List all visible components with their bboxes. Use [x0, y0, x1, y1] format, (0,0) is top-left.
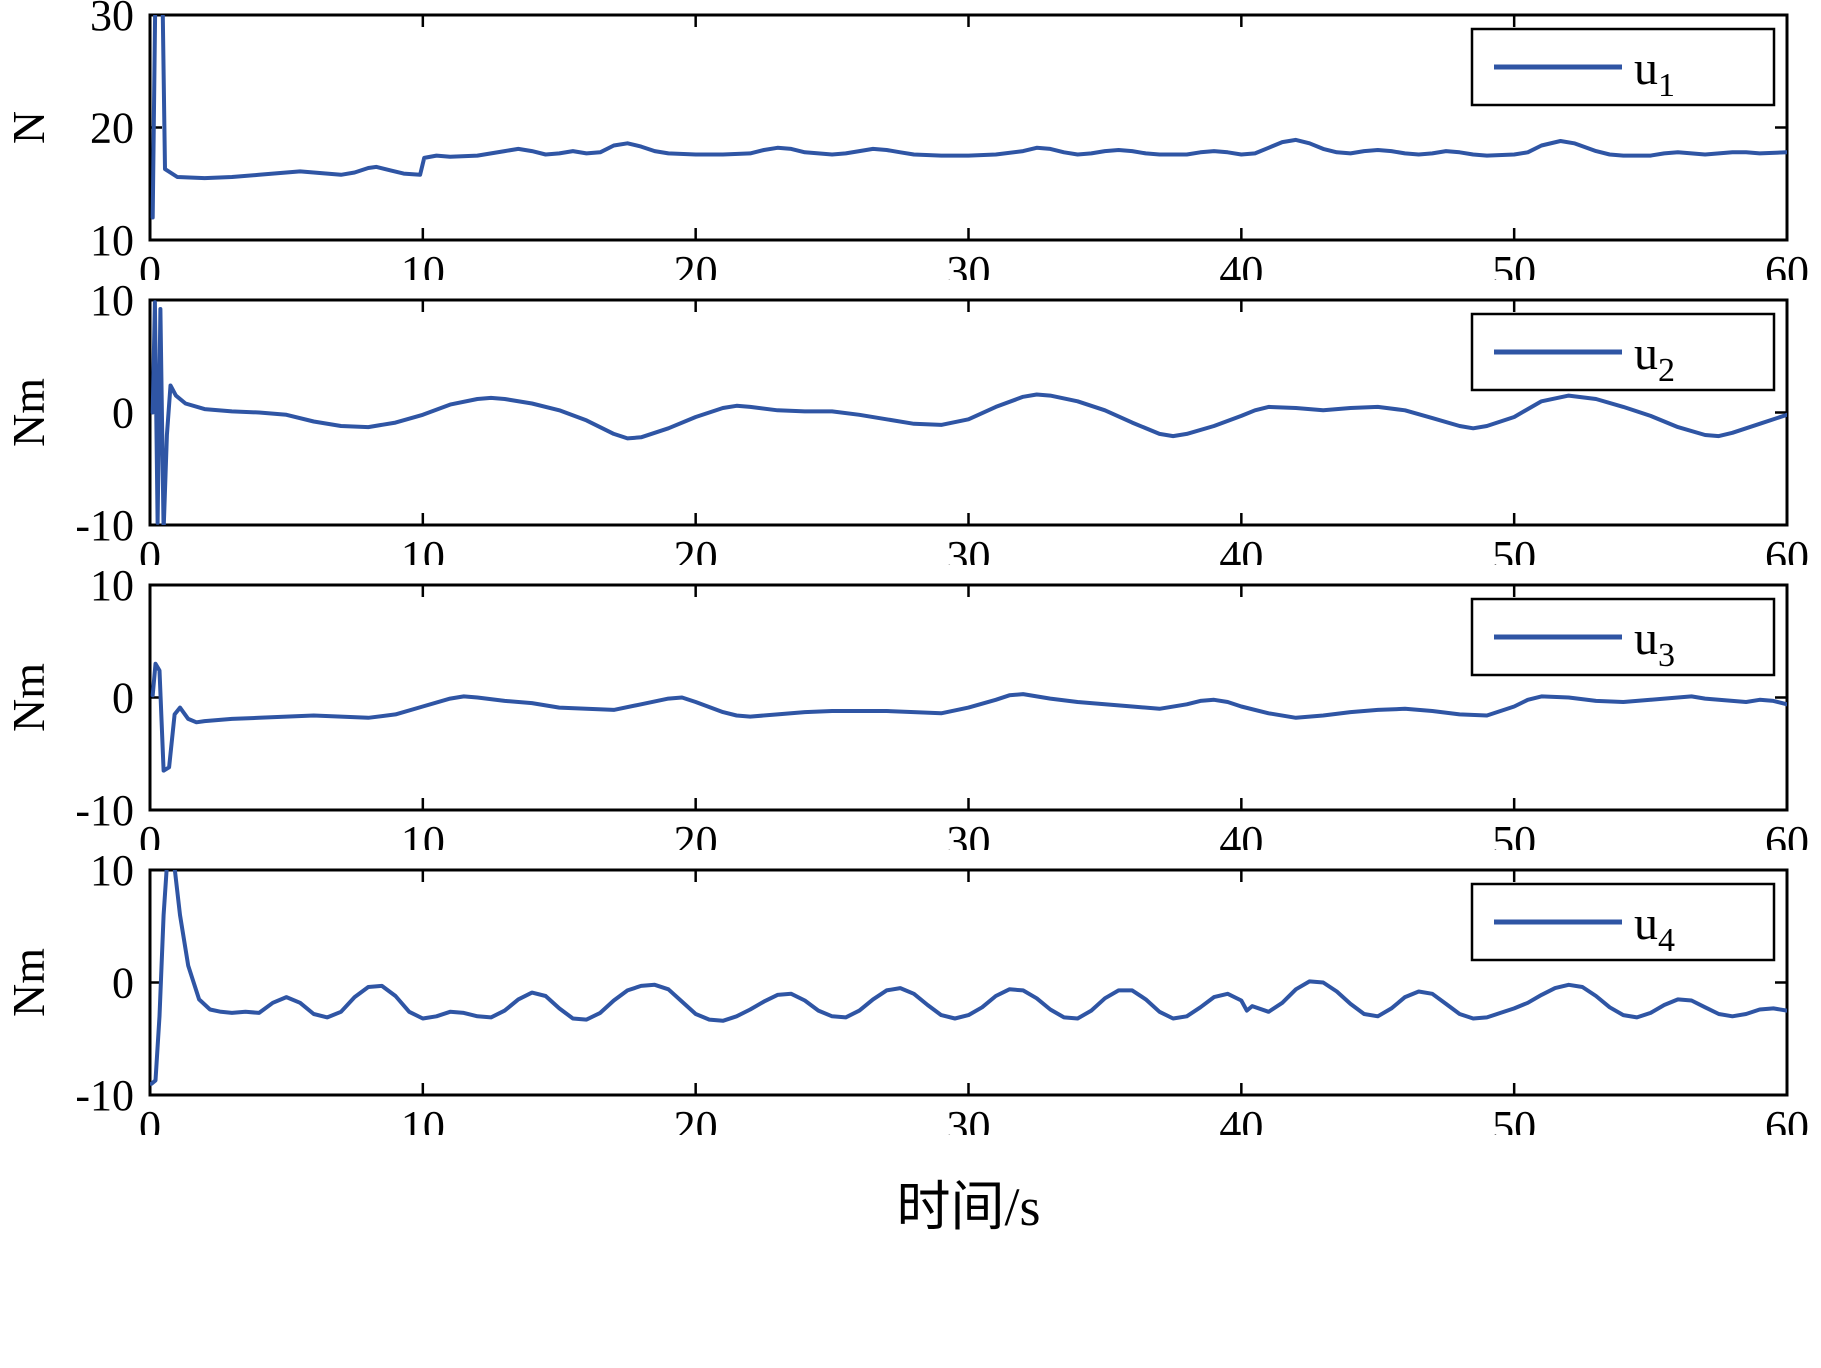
legend-label: u3: [1634, 612, 1675, 674]
y-tick-label: -10: [75, 786, 134, 835]
x-tick-label: 10: [401, 817, 445, 850]
series-line-u3: [150, 661, 1787, 773]
x-tick-label: 40: [1219, 247, 1263, 280]
y-tick-label: -10: [75, 501, 134, 550]
series-line-u1: [150, 15, 1787, 220]
y-tick-label: 10: [90, 216, 134, 265]
y-axis-label: N: [3, 111, 54, 144]
x-tick-label: 20: [674, 532, 718, 565]
x-tick-label: 30: [947, 532, 991, 565]
legend-label: u2: [1634, 327, 1675, 389]
x-tick-label: 50: [1492, 247, 1536, 280]
x-tick-label: 60: [1765, 1102, 1809, 1135]
x-tick-label: 0: [139, 817, 161, 850]
y-tick-label: 0: [112, 674, 134, 723]
y-tick-label: 0: [112, 389, 134, 438]
x-tick-label: 40: [1219, 1102, 1263, 1135]
x-tick-label: 30: [947, 247, 991, 280]
x-tick-label: 0: [139, 1102, 161, 1135]
series-line-u4: [150, 870, 1787, 1086]
x-tick-label: 30: [947, 1102, 991, 1135]
y-tick-label: 10: [90, 855, 134, 895]
series-line-u2: [150, 300, 1787, 525]
y-axis-label: Nm: [3, 948, 54, 1017]
x-tick-label: 50: [1492, 1102, 1536, 1135]
y-tick-label: 20: [90, 104, 134, 153]
x-tick-label: 40: [1219, 532, 1263, 565]
legend-label: u1: [1634, 42, 1675, 104]
x-tick-label: 20: [674, 817, 718, 850]
x-tick-label: 10: [401, 1102, 445, 1135]
y-tick-label: 30: [90, 0, 134, 40]
x-tick-label: 0: [139, 247, 161, 280]
x-tick-label: 0: [139, 532, 161, 565]
x-tick-label: 40: [1219, 817, 1263, 850]
x-tick-label: 60: [1765, 532, 1809, 565]
y-tick-label: -10: [75, 1071, 134, 1120]
legend-label: u4: [1634, 897, 1675, 959]
x-tick-label: 10: [401, 532, 445, 565]
y-tick-label: 0: [112, 959, 134, 1008]
x-axis-label-area: 时间/s: [0, 1140, 1821, 1368]
x-tick-label: 60: [1765, 817, 1809, 850]
x-tick-label: 50: [1492, 817, 1536, 850]
x-tick-label: 20: [674, 247, 718, 280]
x-axis-label: 时间/s: [896, 1177, 1041, 1237]
x-tick-label: 10: [401, 247, 445, 280]
x-tick-label: 20: [674, 1102, 718, 1135]
x-tick-label: 50: [1492, 532, 1536, 565]
y-axis-label: Nm: [3, 378, 54, 447]
y-tick-label: 10: [90, 285, 134, 325]
y-axis-label: Nm: [3, 663, 54, 732]
x-tick-label: 30: [947, 817, 991, 850]
y-tick-label: 10: [90, 570, 134, 610]
x-tick-label: 60: [1765, 247, 1809, 280]
